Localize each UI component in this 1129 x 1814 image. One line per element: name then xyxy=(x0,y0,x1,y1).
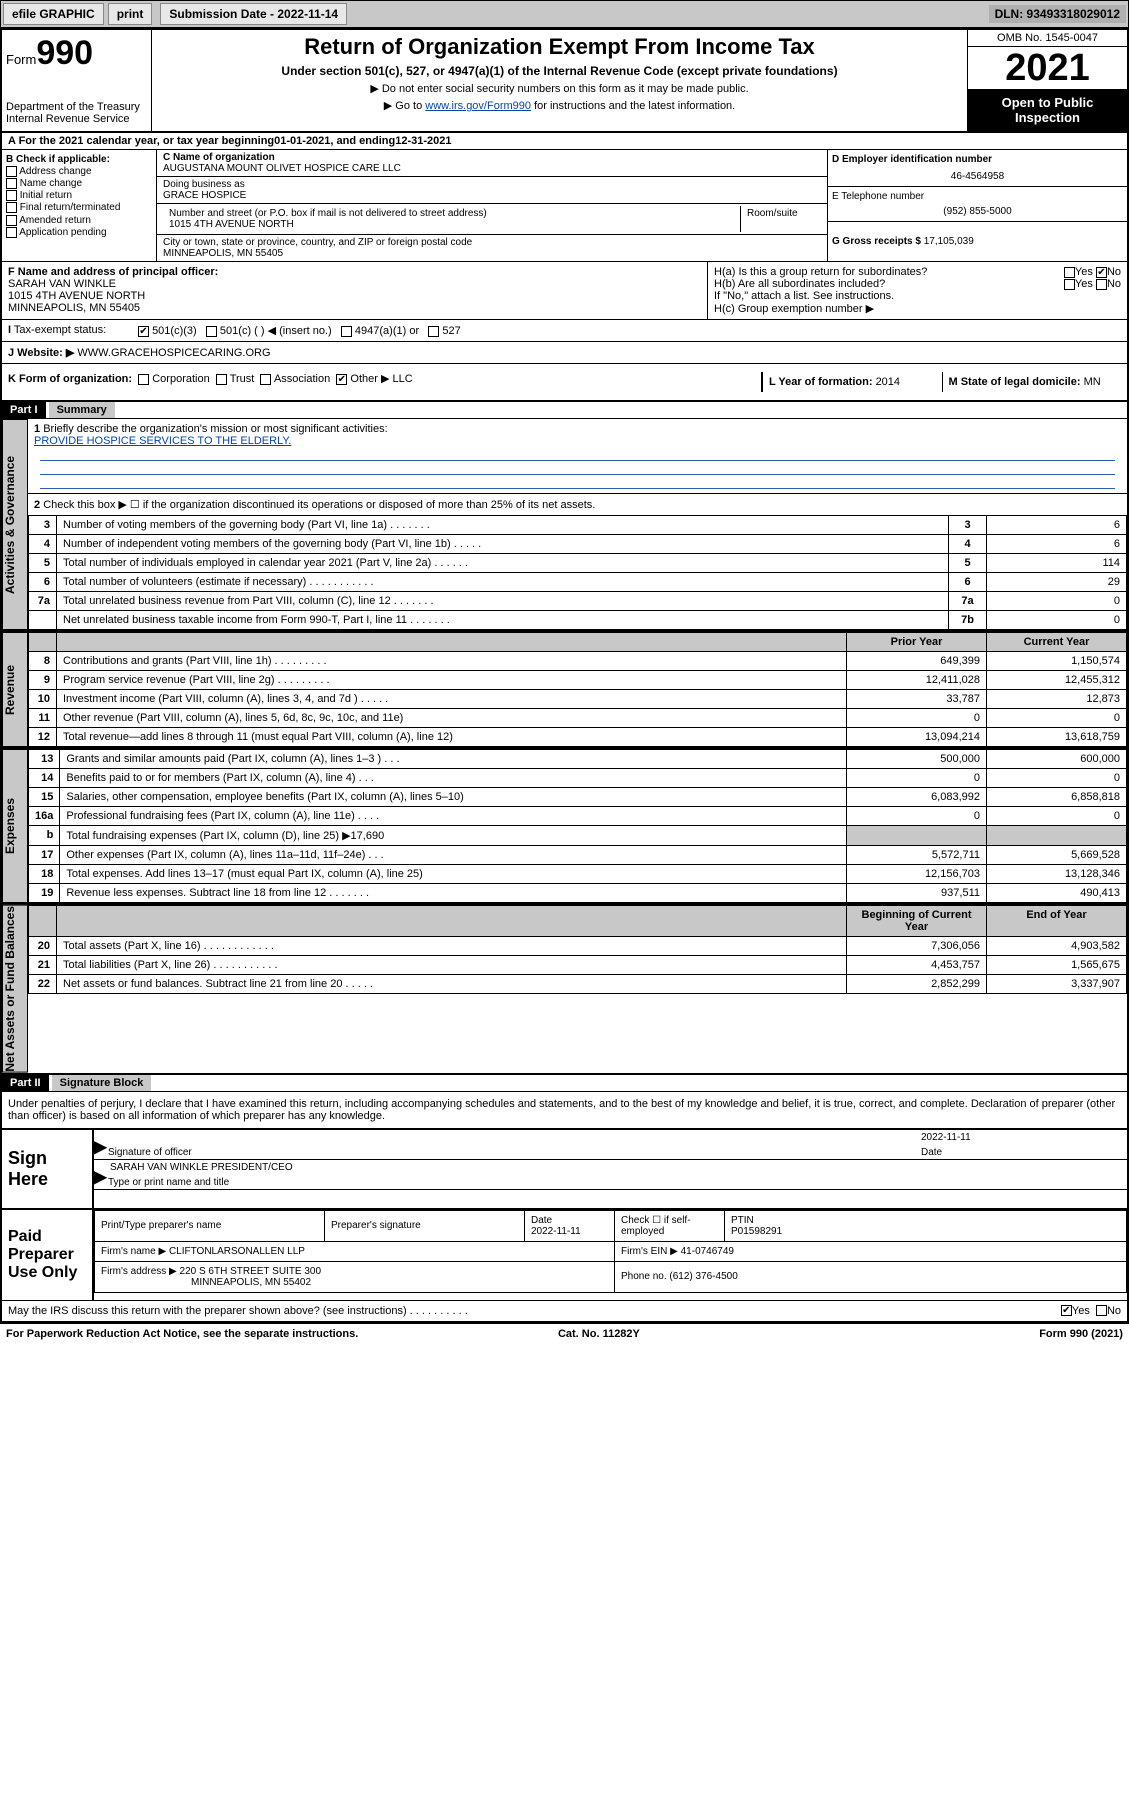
paid-preparer-label: Paid Preparer Use Only xyxy=(2,1210,92,1300)
addr-value: 1015 4TH AVENUE NORTH xyxy=(169,219,294,230)
j-label: J Website: ▶ xyxy=(8,347,74,359)
h-b-note: If "No," attach a list. See instructions… xyxy=(714,290,1121,302)
gross-label: G Gross receipts $ xyxy=(832,236,924,247)
mission: PROVIDE HOSPICE SERVICES TO THE ELDERLY. xyxy=(34,435,291,447)
tel-value: (952) 855-5000 xyxy=(832,202,1123,217)
firm-ein: 41-0746749 xyxy=(681,1246,734,1257)
officer-name: SARAH VAN WINKLE xyxy=(8,278,116,290)
h-a: H(a) Is this a group return for subordin… xyxy=(714,266,1121,278)
vlabel-governance: Activities & Governance xyxy=(2,419,28,630)
vlabel-net: Net Assets or Fund Balances xyxy=(2,905,28,1073)
col-b-check: B Check if applicable: Address change Na… xyxy=(2,150,157,261)
dept-label: Department of the Treasury Internal Reve… xyxy=(6,101,147,125)
omb-number: OMB No. 1545-0047 xyxy=(968,30,1127,47)
k-label: K Form of organization: xyxy=(8,373,132,385)
print-button[interactable]: print xyxy=(108,3,153,25)
vlabel-revenue: Revenue xyxy=(2,632,28,747)
city-value: MINNEAPOLIS, MN 55405 xyxy=(163,248,283,259)
form-subtitle: Under section 501(c), 527, or 4947(a)(1)… xyxy=(160,64,959,78)
instruction-2: ▶ Go to www.irs.gov/Form990 for instruct… xyxy=(160,99,959,112)
signer-name: SARAH VAN WINKLE PRESIDENT/CEO xyxy=(100,1162,1121,1173)
state-domicile: MN xyxy=(1084,376,1101,388)
h-b: H(b) Are all subordinates included? Yes … xyxy=(714,278,1121,290)
part-1-header: Part I xyxy=(2,402,46,418)
year-formation: 2014 xyxy=(876,376,900,388)
dba-value: GRACE HOSPICE xyxy=(163,190,246,201)
footer-left: For Paperwork Reduction Act Notice, see … xyxy=(6,1328,358,1340)
vlabel-expenses: Expenses xyxy=(2,749,28,903)
row-a-period: A For the 2021 calendar year, or tax yea… xyxy=(2,133,1127,150)
dba-label: Doing business as xyxy=(163,179,245,190)
c-name-label: C Name of organization xyxy=(163,152,275,163)
f-label: F Name and address of principal officer: xyxy=(8,266,218,278)
org-name: AUGUSTANA MOUNT OLIVET HOSPICE CARE LLC xyxy=(163,163,401,174)
tax-year: 2021 xyxy=(968,47,1127,89)
room-label: Room/suite xyxy=(747,208,798,219)
firm-name: CLIFTONLARSONALLEN LLP xyxy=(169,1246,305,1257)
q2: Check this box ▶ ☐ if the organization d… xyxy=(43,499,595,511)
instruction-1: ▶ Do not enter social security numbers o… xyxy=(160,82,959,95)
website-value: WWW.GRACEHOSPICECARING.ORG xyxy=(77,347,270,359)
footer-mid: Cat. No. 11282Y xyxy=(558,1328,640,1340)
submission-date-box: Submission Date - 2022-11-14 xyxy=(160,3,347,25)
topbar: efile GRAPHIC print Submission Date - 20… xyxy=(0,0,1129,28)
sign-here-label: Sign Here xyxy=(2,1130,92,1208)
ein-value: 46-4564958 xyxy=(832,165,1123,182)
officer-addr2: MINNEAPOLIS, MN 55405 xyxy=(8,302,140,314)
ptin: P01598291 xyxy=(731,1226,782,1237)
gross-value: 17,105,039 xyxy=(924,236,974,247)
form-number: Form990 xyxy=(6,34,147,73)
declaration: Under penalties of perjury, I declare th… xyxy=(2,1092,1127,1128)
city-label: City or town, state or province, country… xyxy=(163,237,472,248)
form-title: Return of Organization Exempt From Incom… xyxy=(160,34,959,60)
may-discuss: May the IRS discuss this return with the… xyxy=(8,1305,468,1317)
addr-label: Number and street (or P.O. box if mail i… xyxy=(169,208,487,219)
open-public-badge: Open to Public Inspection xyxy=(968,89,1127,131)
form-frame: Form990 Department of the Treasury Inter… xyxy=(0,28,1129,1323)
firm-addr1: 220 S 6TH STREET SUITE 300 xyxy=(180,1266,322,1277)
irs-link[interactable]: www.irs.gov/Form990 xyxy=(425,100,531,112)
firm-addr2: MINNEAPOLIS, MN 55402 xyxy=(101,1277,311,1288)
i-label: Tax-exempt status: xyxy=(14,324,106,336)
firm-phone: (612) 376-4500 xyxy=(669,1271,737,1282)
ein-label: D Employer identification number xyxy=(832,154,992,165)
sign-date: 2022-11-11 xyxy=(921,1132,1121,1143)
tel-label: E Telephone number xyxy=(832,191,924,202)
footer-right: Form 990 (2021) xyxy=(1039,1328,1123,1340)
part-2-header: Part II xyxy=(2,1075,49,1091)
dln-label: DLN: 93493318029012 xyxy=(989,5,1126,23)
q1: Briefly describe the organization's miss… xyxy=(43,423,387,435)
efile-button[interactable]: efile GRAPHIC xyxy=(3,3,104,25)
officer-addr1: 1015 4TH AVENUE NORTH xyxy=(8,290,145,302)
h-c: H(c) Group exemption number ▶ xyxy=(714,302,1121,315)
